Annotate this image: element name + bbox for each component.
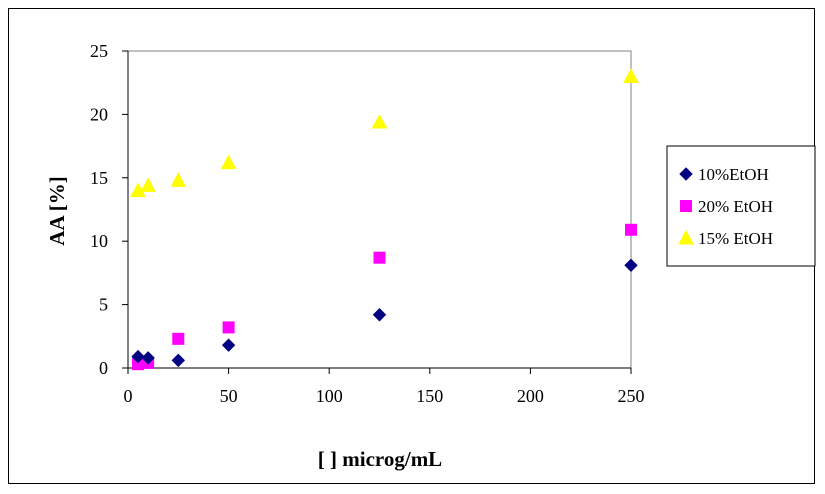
data-point-triangle [220, 154, 237, 170]
legend-label: 20% EtOH [698, 197, 773, 216]
x-tick-label: 0 [124, 386, 133, 406]
data-points [130, 68, 639, 371]
y-tick-label: 15 [90, 168, 108, 188]
x-tick-labels: 0 50 100 150 200 250 [124, 386, 645, 406]
x-axis-title: [ ] microg/mL [318, 447, 442, 471]
data-point-diamond [221, 338, 236, 352]
data-point-diamond [141, 351, 155, 365]
axes [122, 50, 632, 374]
legend-label: 10%EtOH [698, 165, 769, 184]
legend-marker-triangle [678, 229, 694, 245]
legend: 10%EtOH 20% EtOH 15% EtOH [666, 145, 816, 267]
data-point-triangle [170, 172, 187, 187]
x-tick-label: 150 [416, 386, 443, 406]
data-point-diamond [624, 258, 638, 272]
data-point-triangle [623, 68, 639, 83]
x-tick-label: 50 [220, 386, 238, 406]
data-point-triangle [371, 113, 388, 129]
legend-marker-diamond [679, 167, 693, 181]
data-point-square [222, 321, 235, 334]
data-point-triangle [140, 177, 156, 192]
y-axis-title: AA [%] [45, 176, 69, 245]
x-tick-label: 250 [618, 386, 645, 406]
data-point-diamond [131, 349, 145, 364]
x-tick-label: 200 [517, 386, 544, 406]
y-tick-labels: 0 5 10 15 20 25 [90, 41, 108, 378]
legend-marker-square [680, 200, 692, 212]
data-point-diamond [372, 308, 387, 322]
y-tick-label: 25 [90, 41, 108, 61]
data-point-diamond [171, 353, 186, 368]
y-tick-label: 10 [90, 231, 108, 251]
data-point-square [172, 332, 185, 345]
data-point-square [373, 251, 386, 264]
y-tick-label: 20 [90, 104, 108, 124]
legend-label: 15% EtOH [698, 229, 773, 248]
y-tick-label: 0 [99, 358, 108, 378]
x-tick-label: 100 [316, 386, 343, 406]
data-point-square [625, 223, 637, 236]
y-tick-label: 5 [99, 295, 108, 315]
